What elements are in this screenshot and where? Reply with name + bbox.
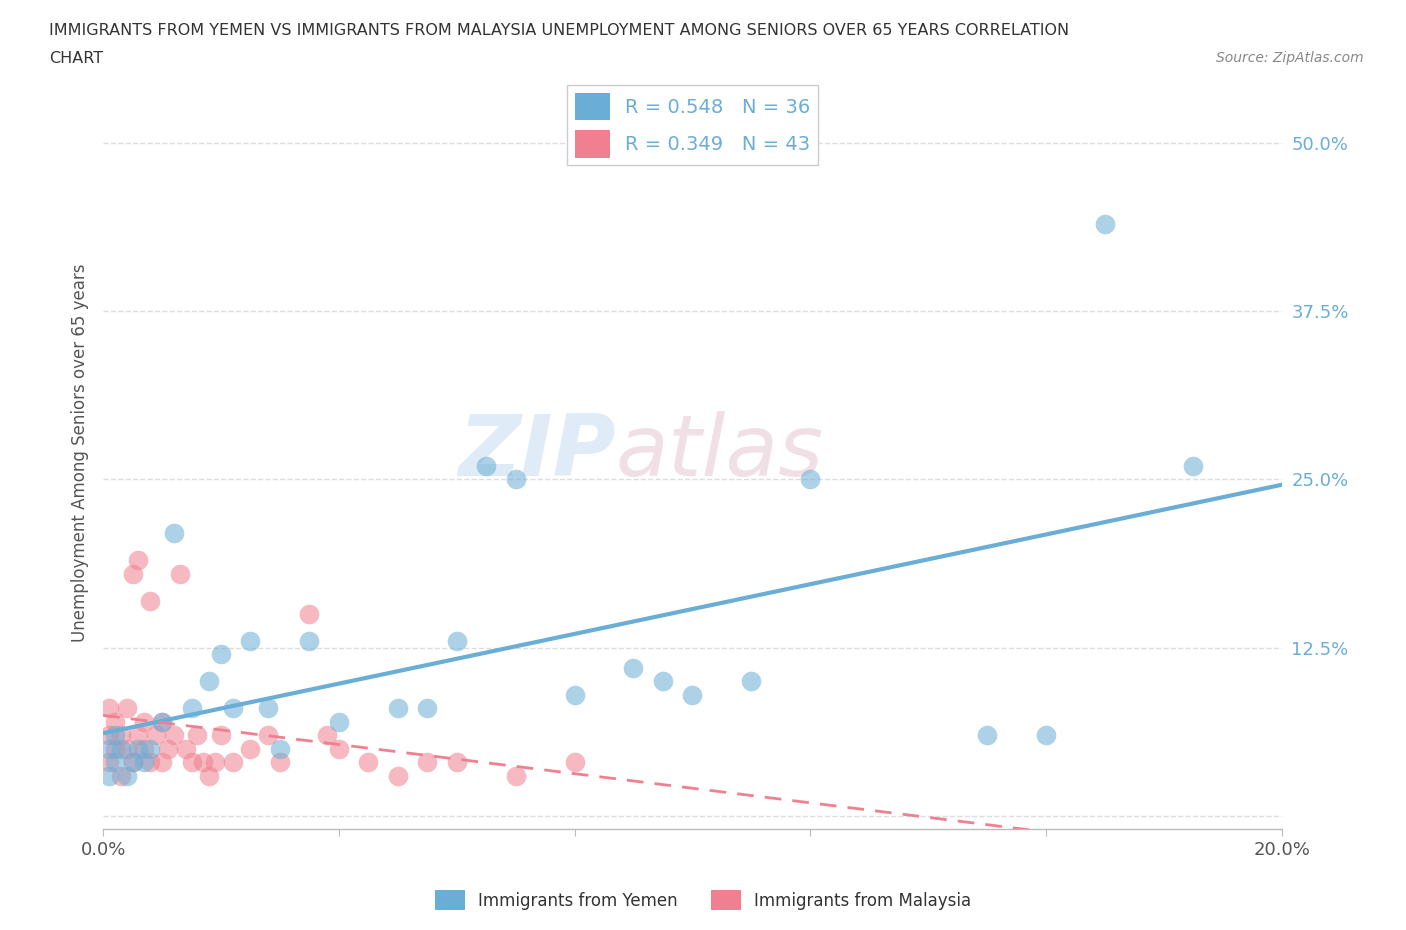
Point <box>204 754 226 769</box>
Point <box>269 741 291 756</box>
Point <box>239 633 262 648</box>
Point <box>98 701 121 716</box>
Point <box>150 714 173 729</box>
Point <box>357 754 380 769</box>
Point <box>328 741 350 756</box>
Point <box>446 633 468 648</box>
Point <box>98 727 121 742</box>
Point <box>1094 216 1116 231</box>
Point <box>269 754 291 769</box>
Point <box>505 472 527 486</box>
Point <box>623 660 645 675</box>
Point <box>139 593 162 608</box>
Point <box>209 647 232 662</box>
Point <box>198 674 221 689</box>
Point <box>150 714 173 729</box>
Point <box>174 741 197 756</box>
Point <box>134 741 156 756</box>
Point <box>98 754 121 769</box>
Point <box>257 701 280 716</box>
Point <box>198 768 221 783</box>
Point <box>222 754 245 769</box>
Point <box>298 633 321 648</box>
Point <box>180 754 202 769</box>
Point <box>1182 458 1205 473</box>
Point <box>127 552 149 567</box>
Point <box>134 754 156 769</box>
Point <box>156 741 179 756</box>
Point <box>239 741 262 756</box>
Point <box>121 754 143 769</box>
Point <box>110 727 132 742</box>
Point <box>121 754 143 769</box>
Point <box>115 768 138 783</box>
Text: CHART: CHART <box>49 51 103 66</box>
Point <box>104 754 127 769</box>
Point <box>416 754 439 769</box>
Point <box>387 701 409 716</box>
Point <box>475 458 498 473</box>
Point <box>193 754 215 769</box>
Point <box>139 741 162 756</box>
Text: atlas: atlas <box>616 411 824 494</box>
Point <box>740 674 762 689</box>
Text: Source: ZipAtlas.com: Source: ZipAtlas.com <box>1216 51 1364 65</box>
Point <box>121 566 143 581</box>
Point <box>115 741 138 756</box>
Point <box>98 741 121 756</box>
Point <box>328 714 350 729</box>
Point <box>104 727 127 742</box>
Point <box>416 701 439 716</box>
Point <box>98 768 121 783</box>
Point <box>652 674 675 689</box>
Y-axis label: Unemployment Among Seniors over 65 years: Unemployment Among Seniors over 65 years <box>72 263 89 642</box>
Point <box>799 472 821 486</box>
Point <box>163 525 186 540</box>
Point <box>127 741 149 756</box>
Point <box>110 741 132 756</box>
Point <box>222 701 245 716</box>
Point <box>110 768 132 783</box>
Point <box>163 727 186 742</box>
Point <box>387 768 409 783</box>
Point <box>104 741 127 756</box>
Point <box>298 606 321 621</box>
Point <box>316 727 339 742</box>
Point <box>127 727 149 742</box>
Legend: Immigrants from Yemen, Immigrants from Malaysia: Immigrants from Yemen, Immigrants from M… <box>427 884 979 917</box>
Legend: R = 0.548   N = 36, R = 0.349   N = 43: R = 0.548 N = 36, R = 0.349 N = 43 <box>567 86 818 166</box>
Point <box>976 727 998 742</box>
Point <box>1035 727 1057 742</box>
Text: ZIP: ZIP <box>458 411 616 494</box>
Point <box>134 714 156 729</box>
Point <box>104 714 127 729</box>
Point <box>446 754 468 769</box>
Point <box>209 727 232 742</box>
Point <box>169 566 191 581</box>
Point <box>150 754 173 769</box>
Text: IMMIGRANTS FROM YEMEN VS IMMIGRANTS FROM MALAYSIA UNEMPLOYMENT AMONG SENIORS OVE: IMMIGRANTS FROM YEMEN VS IMMIGRANTS FROM… <box>49 23 1070 38</box>
Point <box>115 701 138 716</box>
Point <box>505 768 527 783</box>
Point <box>564 754 586 769</box>
Point <box>257 727 280 742</box>
Point <box>145 727 167 742</box>
Point <box>564 687 586 702</box>
Point <box>139 754 162 769</box>
Point <box>186 727 208 742</box>
Point <box>681 687 703 702</box>
Point <box>180 701 202 716</box>
